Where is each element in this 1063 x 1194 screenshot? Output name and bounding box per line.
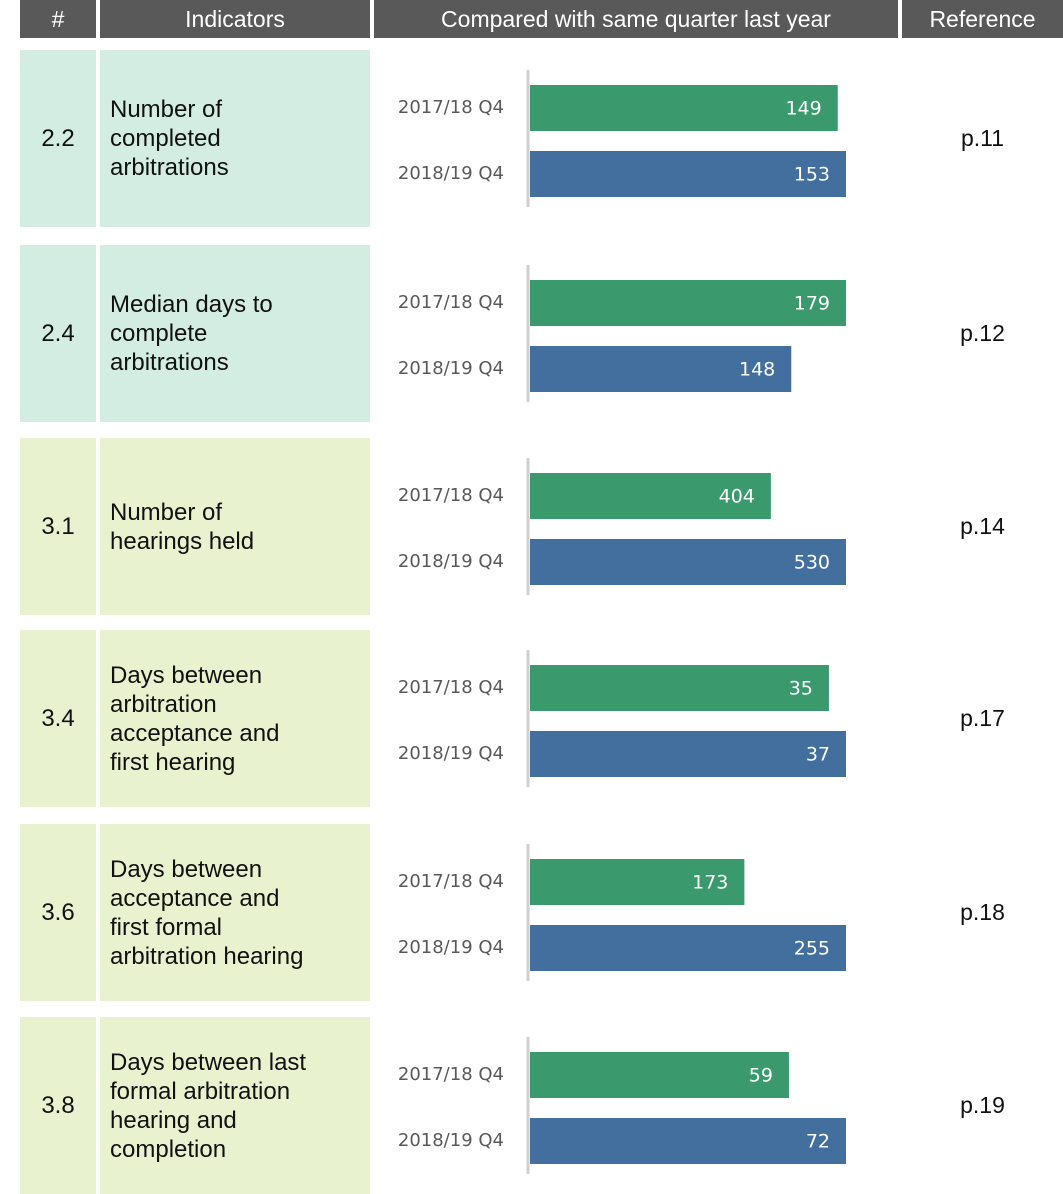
indicator: Days between last formal arbitration heari…: [100, 1017, 370, 1194]
row-id: 3.1: [20, 438, 96, 615]
row-id: 2.2: [20, 50, 96, 227]
indicator-line: arbitration hearing: [110, 942, 304, 970]
bar-chart: 2017/18 Q4 404 2018/19 Q4 530: [398, 458, 846, 595]
category-label: 2018/19 Q4: [398, 743, 504, 764]
value-label: 72: [806, 1131, 830, 1153]
bar: [530, 85, 838, 131]
row-id: 3.8: [20, 1017, 96, 1194]
bar: [530, 1118, 846, 1164]
header-cell: #: [20, 0, 96, 38]
row-id: 2.4: [20, 245, 96, 422]
value-label: 404: [719, 486, 755, 508]
bar: [530, 280, 846, 326]
indicator-line: arbitrations: [110, 154, 229, 181]
bar-chart: 2017/18 Q4 59 2018/19 Q4 72: [398, 1037, 846, 1174]
indicator-line: completed: [110, 125, 221, 152]
category-label: 2017/18 Q4: [398, 97, 504, 118]
bar-chart: 2017/18 Q4 35 2018/19 Q4 37: [398, 650, 846, 787]
indicator-line: Median days to: [110, 291, 273, 318]
indicator-line: completion: [110, 1135, 227, 1163]
category-label: 2018/19 Q4: [398, 163, 504, 184]
category-label: 2017/18 Q4: [398, 677, 504, 698]
header-cell: Indicators: [100, 0, 370, 38]
category-label: 2017/18 Q4: [398, 485, 504, 506]
indicator: Days between arbitration acceptance and fir…: [100, 630, 370, 807]
bar: [530, 346, 792, 392]
value-label: 148: [739, 359, 775, 381]
indicator-line: arbitration: [110, 690, 217, 718]
indicator-line: hearings held: [110, 527, 255, 555]
indicator-line: Number of: [110, 96, 223, 123]
indicator: Number of hearings held: [100, 438, 370, 615]
category-label: 2018/19 Q4: [398, 551, 504, 572]
indicator-line: hearing and: [110, 1106, 237, 1134]
category-label: 2017/18 Q4: [398, 871, 504, 892]
value-label: 153: [794, 164, 830, 186]
bar: [530, 731, 846, 777]
indicator-line: first hearing: [110, 748, 236, 776]
bar: [530, 473, 771, 519]
category-label: 2017/18 Q4: [398, 292, 504, 313]
indicator-line: first formal: [110, 913, 223, 941]
bar: [530, 1052, 789, 1098]
indicator-line: acceptance and: [110, 884, 280, 912]
indicator-line: acceptance and: [110, 719, 280, 747]
value-label: 149: [785, 98, 821, 120]
header-cell: Compared with same quarter last year: [374, 0, 898, 38]
indicator-line: formal arbitration: [110, 1077, 291, 1105]
reference: p.18: [960, 899, 1005, 925]
indicator-line: Number of: [110, 498, 223, 526]
bar: [530, 859, 745, 905]
bar: [530, 539, 846, 585]
row-id: 3.6: [20, 824, 96, 1001]
reference: p.11: [960, 125, 1005, 151]
bar: [530, 925, 846, 971]
value-label: 179: [794, 293, 830, 315]
value-label: 173: [692, 872, 728, 894]
value-label: 59: [749, 1065, 773, 1087]
bar-chart: 2017/18 Q4 149 2018/19 Q4 153: [398, 70, 846, 207]
bar-chart: 2017/18 Q4 179 2018/19 Q4 148: [398, 265, 846, 402]
indicator-line: Days between last: [110, 1048, 307, 1076]
row-id: 3.4: [20, 630, 96, 807]
category-label: 2018/19 Q4: [398, 937, 504, 958]
indicator: Number of completed arbitrations: [100, 50, 370, 227]
value-label: 255: [794, 938, 830, 960]
indicator-line: Days between: [110, 855, 263, 883]
value-label: 530: [794, 552, 830, 574]
reference: p.14: [960, 513, 1005, 539]
category-label: 2018/19 Q4: [398, 358, 504, 379]
header-cell: Reference: [902, 0, 1063, 38]
value-label: 35: [789, 678, 813, 700]
reference: p.19: [960, 1092, 1005, 1118]
category-label: 2017/18 Q4: [398, 1064, 504, 1085]
value-label: 37: [806, 744, 830, 766]
indicator-line: complete: [110, 320, 208, 347]
bar-chart: 2017/18 Q4 173 2018/19 Q4 255: [398, 844, 846, 981]
indicator: Median days to complete arbitrations: [100, 245, 370, 422]
reference: p.17: [960, 705, 1005, 731]
indicator-line: Days between: [110, 661, 263, 689]
category-label: 2018/19 Q4: [398, 1130, 504, 1151]
indicator-line: arbitrations: [110, 349, 229, 376]
reference: p.12: [960, 320, 1005, 346]
indicator: Days between acceptance and first formal ar…: [100, 824, 370, 1001]
bar: [530, 665, 829, 711]
bar: [530, 151, 846, 197]
